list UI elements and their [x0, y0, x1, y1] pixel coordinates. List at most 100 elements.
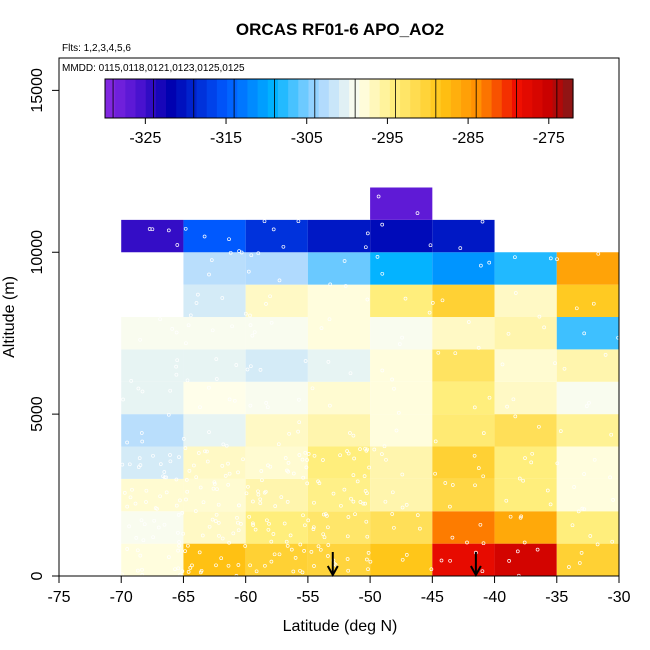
sample-point	[207, 430, 211, 434]
sample-point	[296, 429, 300, 434]
sample-point	[303, 450, 308, 455]
sample-point	[507, 559, 511, 563]
heatmap-cell	[432, 446, 495, 479]
colorbar-swatch	[105, 79, 116, 118]
sample-point	[251, 521, 255, 526]
sample-point	[120, 462, 125, 467]
colorbar-swatch	[359, 79, 371, 118]
sample-point	[186, 323, 191, 328]
sample-point	[404, 503, 409, 507]
sample-point	[513, 291, 518, 295]
heatmap-cell	[121, 219, 184, 253]
sample-point	[246, 269, 251, 274]
sample-point	[465, 540, 469, 545]
heatmap-cell	[494, 349, 557, 382]
sample-point	[473, 483, 477, 488]
sample-point	[224, 443, 229, 448]
sample-point	[285, 544, 290, 548]
sample-point	[478, 522, 483, 527]
sample-point	[596, 251, 601, 256]
sample-point	[221, 442, 226, 447]
sample-point	[220, 536, 225, 541]
sample-point	[372, 447, 377, 452]
sample-point	[136, 386, 141, 391]
sample-point	[223, 474, 228, 478]
sample-point	[318, 547, 323, 552]
sample-point	[216, 502, 221, 507]
sample-point	[265, 518, 269, 523]
heatmap-cell	[307, 414, 371, 447]
sample-point	[198, 485, 203, 490]
colorbar-swatch	[461, 79, 472, 118]
sample-point	[140, 567, 144, 572]
colorbar-swatch	[135, 79, 147, 118]
sample-point	[235, 515, 239, 520]
colorbar-swatch	[166, 79, 177, 118]
sample-point	[390, 377, 394, 382]
heatmap-cell	[556, 349, 619, 382]
heatmap-cell	[183, 381, 246, 415]
sample-point	[365, 297, 370, 302]
sample-point	[303, 359, 308, 363]
colorbar-swatch	[552, 79, 564, 118]
sample-point	[121, 397, 125, 402]
sample-point	[181, 437, 186, 441]
sample-point	[481, 431, 486, 435]
sample-point	[245, 367, 250, 372]
sample-point	[363, 245, 368, 250]
sample-point	[574, 306, 579, 311]
sample-point	[264, 401, 269, 405]
sample-point	[237, 503, 241, 508]
sample-point	[248, 563, 252, 568]
sample-point	[239, 522, 243, 526]
sample-point	[174, 330, 179, 335]
sample-point	[364, 519, 369, 524]
sample-point	[201, 500, 206, 505]
y-tick-label: 5000	[29, 396, 46, 432]
sample-point	[258, 368, 263, 372]
sample-point	[375, 255, 380, 259]
sample-point	[309, 550, 314, 554]
sample-point	[184, 478, 189, 482]
heatmap-cell	[183, 284, 246, 318]
sample-point	[595, 542, 600, 547]
sample-point	[140, 439, 145, 444]
sample-point	[127, 462, 132, 467]
sample-point	[450, 483, 455, 487]
colorbar-swatch	[410, 79, 421, 118]
sample-point	[376, 194, 381, 199]
heatmap-cells	[121, 187, 619, 577]
sample-point	[237, 249, 241, 253]
sample-point	[311, 525, 316, 530]
sample-point	[542, 325, 546, 330]
sample-point	[392, 525, 396, 530]
sample-point	[0, 273, 2, 277]
sample-point	[305, 481, 310, 486]
sample-point	[209, 258, 214, 262]
heatmap-cell	[183, 511, 246, 544]
sample-point	[392, 386, 396, 391]
sample-point	[515, 549, 520, 554]
heatmap-cell	[494, 284, 557, 318]
heatmap-cell	[183, 543, 246, 577]
sample-point	[326, 554, 330, 558]
sample-point	[244, 491, 249, 496]
heatmap-cell	[183, 219, 246, 253]
sample-point	[228, 250, 233, 255]
heatmap-cell	[245, 349, 308, 382]
sample-point	[300, 457, 305, 462]
heatmap-cell	[494, 478, 557, 512]
heatmap-cell	[432, 252, 495, 285]
sample-point	[220, 296, 225, 300]
sample-point	[346, 568, 351, 573]
sample-point	[133, 501, 138, 506]
sample-point	[276, 442, 281, 447]
sample-point	[271, 227, 276, 232]
heatmap-cell	[432, 414, 495, 447]
sample-point	[319, 326, 324, 330]
colorbar-swatch	[298, 79, 310, 118]
sample-point	[472, 405, 477, 410]
sample-point	[196, 451, 201, 455]
sample-point	[287, 431, 291, 436]
sample-point	[338, 453, 342, 458]
